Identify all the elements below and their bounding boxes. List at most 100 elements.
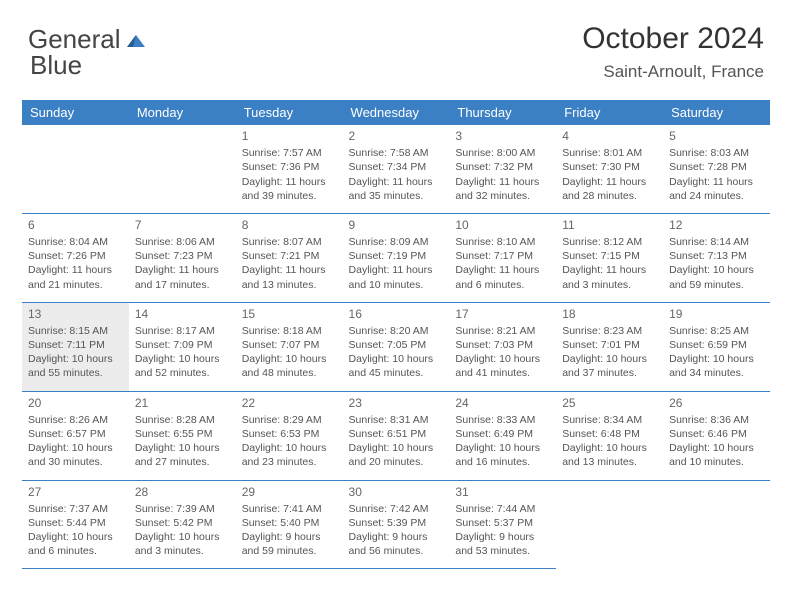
calendar-day-cell: 3Sunrise: 8:00 AMSunset: 7:32 PMDaylight… bbox=[449, 125, 556, 213]
calendar-day-cell: 24 Sunrise: 8:33 AMSunset: 6:49 PMDayligh… bbox=[449, 391, 556, 480]
weekday-header: Saturday bbox=[663, 100, 770, 125]
day-number: 7 bbox=[135, 217, 230, 233]
calendar-week-row: 20 Sunrise: 8:26 AMSunset: 6:57 PMDayligh… bbox=[22, 391, 770, 480]
day-number: 15 bbox=[242, 306, 337, 322]
day-info: Sunrise: 8:06 AMSunset: 7:23 PMDaylight:… bbox=[135, 235, 230, 292]
calendar-day-cell bbox=[663, 480, 770, 569]
day-number: 20 bbox=[28, 395, 123, 411]
calendar-day-cell: 14 Sunrise: 8:17 AMSunset: 7:09 PMDayligh… bbox=[129, 302, 236, 391]
weekday-header-row: SundayMondayTuesdayWednesdayThursdayFrid… bbox=[22, 100, 770, 125]
day-info: Sunrise: 8:14 AMSunset: 7:13 PMDaylight:… bbox=[669, 235, 764, 292]
day-number: 17 bbox=[455, 306, 550, 322]
day-number: 11 bbox=[562, 217, 657, 233]
header-right: October 2024 Saint-Arnoult, France bbox=[582, 22, 764, 82]
day-info: Sunrise: 8:33 AMSunset: 6:49 PMDaylight:… bbox=[455, 413, 550, 470]
day-info: Sunrise: 8:03 AMSunset: 7:28 PMDaylight:… bbox=[669, 146, 764, 203]
day-number: 13 bbox=[28, 306, 123, 322]
calendar-day-cell: 7 Sunrise: 8:06 AMSunset: 7:23 PMDaylight… bbox=[129, 213, 236, 302]
day-number: 12 bbox=[669, 217, 764, 233]
day-info: Sunrise: 8:21 AMSunset: 7:03 PMDaylight:… bbox=[455, 324, 550, 381]
day-info: Sunrise: 8:04 AMSunset: 7:26 PMDaylight:… bbox=[28, 235, 123, 292]
day-info: Sunrise: 7:37 AMSunset: 5:44 PMDaylight:… bbox=[28, 502, 123, 559]
calendar-day-cell: 23 Sunrise: 8:31 AMSunset: 6:51 PMDayligh… bbox=[343, 391, 450, 480]
day-info: Sunrise: 8:25 AMSunset: 6:59 PMDaylight:… bbox=[669, 324, 764, 381]
brand-part2: Blue bbox=[30, 50, 82, 80]
day-number: 10 bbox=[455, 217, 550, 233]
day-number: 1 bbox=[242, 128, 337, 144]
day-number: 14 bbox=[135, 306, 230, 322]
calendar-day-cell: 9 Sunrise: 8:09 AMSunset: 7:19 PMDaylight… bbox=[343, 213, 450, 302]
calendar-day-cell: 20 Sunrise: 8:26 AMSunset: 6:57 PMDayligh… bbox=[22, 391, 129, 480]
calendar-day-cell: 28 Sunrise: 7:39 AMSunset: 5:42 PMDayligh… bbox=[129, 480, 236, 569]
day-number: 16 bbox=[349, 306, 444, 322]
day-number: 28 bbox=[135, 484, 230, 500]
calendar-day-cell: 4 Sunrise: 8:01 AMSunset: 7:30 PMDaylight… bbox=[556, 125, 663, 213]
calendar-day-cell: 6 Sunrise: 8:04 AMSunset: 7:26 PMDaylight… bbox=[22, 213, 129, 302]
calendar-day-cell: 10Sunrise: 8:10 AMSunset: 7:17 PMDayligh… bbox=[449, 213, 556, 302]
calendar-day-cell: 8Sunrise: 8:07 AMSunset: 7:21 PMDaylight… bbox=[236, 213, 343, 302]
calendar-day-cell: 25 Sunrise: 8:34 AMSunset: 6:48 PMDayligh… bbox=[556, 391, 663, 480]
calendar-day-cell: 29 Sunrise: 7:41 AMSunset: 5:40 PMDayligh… bbox=[236, 480, 343, 569]
day-info: Sunrise: 7:39 AMSunset: 5:42 PMDaylight:… bbox=[135, 502, 230, 559]
day-number: 2 bbox=[349, 128, 444, 144]
calendar-table: SundayMondayTuesdayWednesdayThursdayFrid… bbox=[22, 100, 770, 569]
calendar-week-row: 13Sunrise: 8:15 AMSunset: 7:11 PMDayligh… bbox=[22, 302, 770, 391]
brand-part2-wrap: Blue bbox=[30, 50, 82, 81]
day-number: 30 bbox=[349, 484, 444, 500]
weekday-header: Tuesday bbox=[236, 100, 343, 125]
calendar-day-cell: 5 Sunrise: 8:03 AMSunset: 7:28 PMDaylight… bbox=[663, 125, 770, 213]
day-number: 31 bbox=[455, 484, 550, 500]
day-info: Sunrise: 8:20 AMSunset: 7:05 PMDaylight:… bbox=[349, 324, 444, 381]
calendar-day-cell: 19Sunrise: 8:25 AMSunset: 6:59 PMDayligh… bbox=[663, 302, 770, 391]
day-number: 25 bbox=[562, 395, 657, 411]
day-number: 9 bbox=[349, 217, 444, 233]
brand-icon bbox=[125, 29, 147, 51]
calendar-day-cell: 22Sunrise: 8:29 AMSunset: 6:53 PMDayligh… bbox=[236, 391, 343, 480]
weekday-header: Wednesday bbox=[343, 100, 450, 125]
day-info: Sunrise: 7:58 AMSunset: 7:34 PMDaylight:… bbox=[349, 146, 444, 203]
day-info: Sunrise: 8:09 AMSunset: 7:19 PMDaylight:… bbox=[349, 235, 444, 292]
day-info: Sunrise: 8:29 AMSunset: 6:53 PMDaylight:… bbox=[242, 413, 337, 470]
calendar-day-cell: 30 Sunrise: 7:42 AMSunset: 5:39 PMDayligh… bbox=[343, 480, 450, 569]
calendar-day-cell: 21 Sunrise: 8:28 AMSunset: 6:55 PMDayligh… bbox=[129, 391, 236, 480]
day-number: 18 bbox=[562, 306, 657, 322]
day-number: 4 bbox=[562, 128, 657, 144]
day-info: Sunrise: 8:18 AMSunset: 7:07 PMDaylight:… bbox=[242, 324, 337, 381]
day-info: Sunrise: 8:34 AMSunset: 6:48 PMDaylight:… bbox=[562, 413, 657, 470]
day-info: Sunrise: 7:41 AMSunset: 5:40 PMDaylight:… bbox=[242, 502, 337, 559]
day-info: Sunrise: 8:17 AMSunset: 7:09 PMDaylight:… bbox=[135, 324, 230, 381]
calendar-day-cell: 2 Sunrise: 7:58 AMSunset: 7:34 PMDaylight… bbox=[343, 125, 450, 213]
day-number: 6 bbox=[28, 217, 123, 233]
day-number: 23 bbox=[349, 395, 444, 411]
calendar-day-cell: 26Sunrise: 8:36 AMSunset: 6:46 PMDayligh… bbox=[663, 391, 770, 480]
day-number: 24 bbox=[455, 395, 550, 411]
calendar-day-cell: 18Sunrise: 8:23 AMSunset: 7:01 PMDayligh… bbox=[556, 302, 663, 391]
weekday-header: Monday bbox=[129, 100, 236, 125]
day-info: Sunrise: 8:07 AMSunset: 7:21 PMDaylight:… bbox=[242, 235, 337, 292]
day-info: Sunrise: 8:12 AMSunset: 7:15 PMDaylight:… bbox=[562, 235, 657, 292]
calendar-day-cell: 1 Sunrise: 7:57 AMSunset: 7:36 PMDaylight… bbox=[236, 125, 343, 213]
calendar-week-row: 27 Sunrise: 7:37 AMSunset: 5:44 PMDayligh… bbox=[22, 480, 770, 569]
day-info: Sunrise: 8:26 AMSunset: 6:57 PMDaylight:… bbox=[28, 413, 123, 470]
day-number: 29 bbox=[242, 484, 337, 500]
day-number: 3 bbox=[455, 128, 550, 144]
day-info: Sunrise: 7:57 AMSunset: 7:36 PMDaylight:… bbox=[242, 146, 337, 203]
day-number: 27 bbox=[28, 484, 123, 500]
day-number: 5 bbox=[669, 128, 764, 144]
weekday-header: Sunday bbox=[22, 100, 129, 125]
calendar-week-row: 6 Sunrise: 8:04 AMSunset: 7:26 PMDaylight… bbox=[22, 213, 770, 302]
day-info: Sunrise: 7:44 AMSunset: 5:37 PMDaylight:… bbox=[455, 502, 550, 559]
day-info: Sunrise: 7:42 AMSunset: 5:39 PMDaylight:… bbox=[349, 502, 444, 559]
calendar-week-row: 1 Sunrise: 7:57 AMSunset: 7:36 PMDaylight… bbox=[22, 125, 770, 213]
calendar-day-cell bbox=[556, 480, 663, 569]
calendar-day-cell: 31 Sunrise: 7:44 AMSunset: 5:37 PMDayligh… bbox=[449, 480, 556, 569]
weekday-header: Friday bbox=[556, 100, 663, 125]
location-label: Saint-Arnoult, France bbox=[582, 62, 764, 82]
page-title: October 2024 bbox=[582, 22, 764, 56]
day-info: Sunrise: 8:01 AMSunset: 7:30 PMDaylight:… bbox=[562, 146, 657, 203]
day-info: Sunrise: 8:31 AMSunset: 6:51 PMDaylight:… bbox=[349, 413, 444, 470]
calendar-day-cell: 11 Sunrise: 8:12 AMSunset: 7:15 PMDayligh… bbox=[556, 213, 663, 302]
day-number: 21 bbox=[135, 395, 230, 411]
weekday-header: Thursday bbox=[449, 100, 556, 125]
day-info: Sunrise: 8:28 AMSunset: 6:55 PMDaylight:… bbox=[135, 413, 230, 470]
